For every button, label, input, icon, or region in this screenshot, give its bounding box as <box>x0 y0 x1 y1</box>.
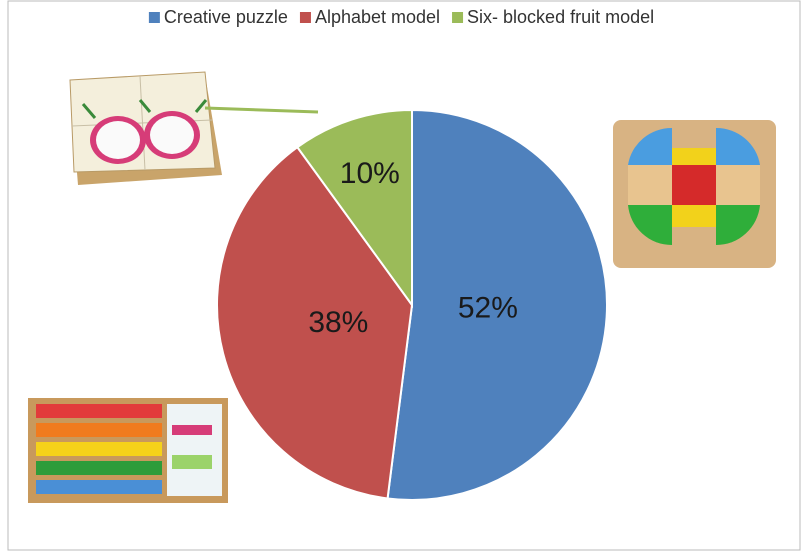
legend: Creative puzzle Alphabet model Six- blocke… <box>148 7 654 27</box>
legend-label: Six- blocked fruit model <box>467 7 654 27</box>
legend-swatch <box>148 12 160 23</box>
pie-slice <box>295 108 413 309</box>
legend-label: Creative puzzle <box>164 7 288 27</box>
value-label: 38% <box>308 306 368 339</box>
pie-slice <box>386 108 608 501</box>
legend-swatch <box>452 12 464 23</box>
alphabet-picture <box>28 398 228 503</box>
value-label: 10% <box>340 157 400 190</box>
pie-slice <box>216 145 414 500</box>
legend-label: Alphabet model <box>315 7 440 27</box>
pie: 52% 38% 10% <box>216 108 608 501</box>
dragon-fruit-picture <box>69 71 319 185</box>
legend-swatch <box>299 12 311 23</box>
block-puzzle-picture <box>613 120 776 268</box>
value-label: 52% <box>458 292 518 325</box>
